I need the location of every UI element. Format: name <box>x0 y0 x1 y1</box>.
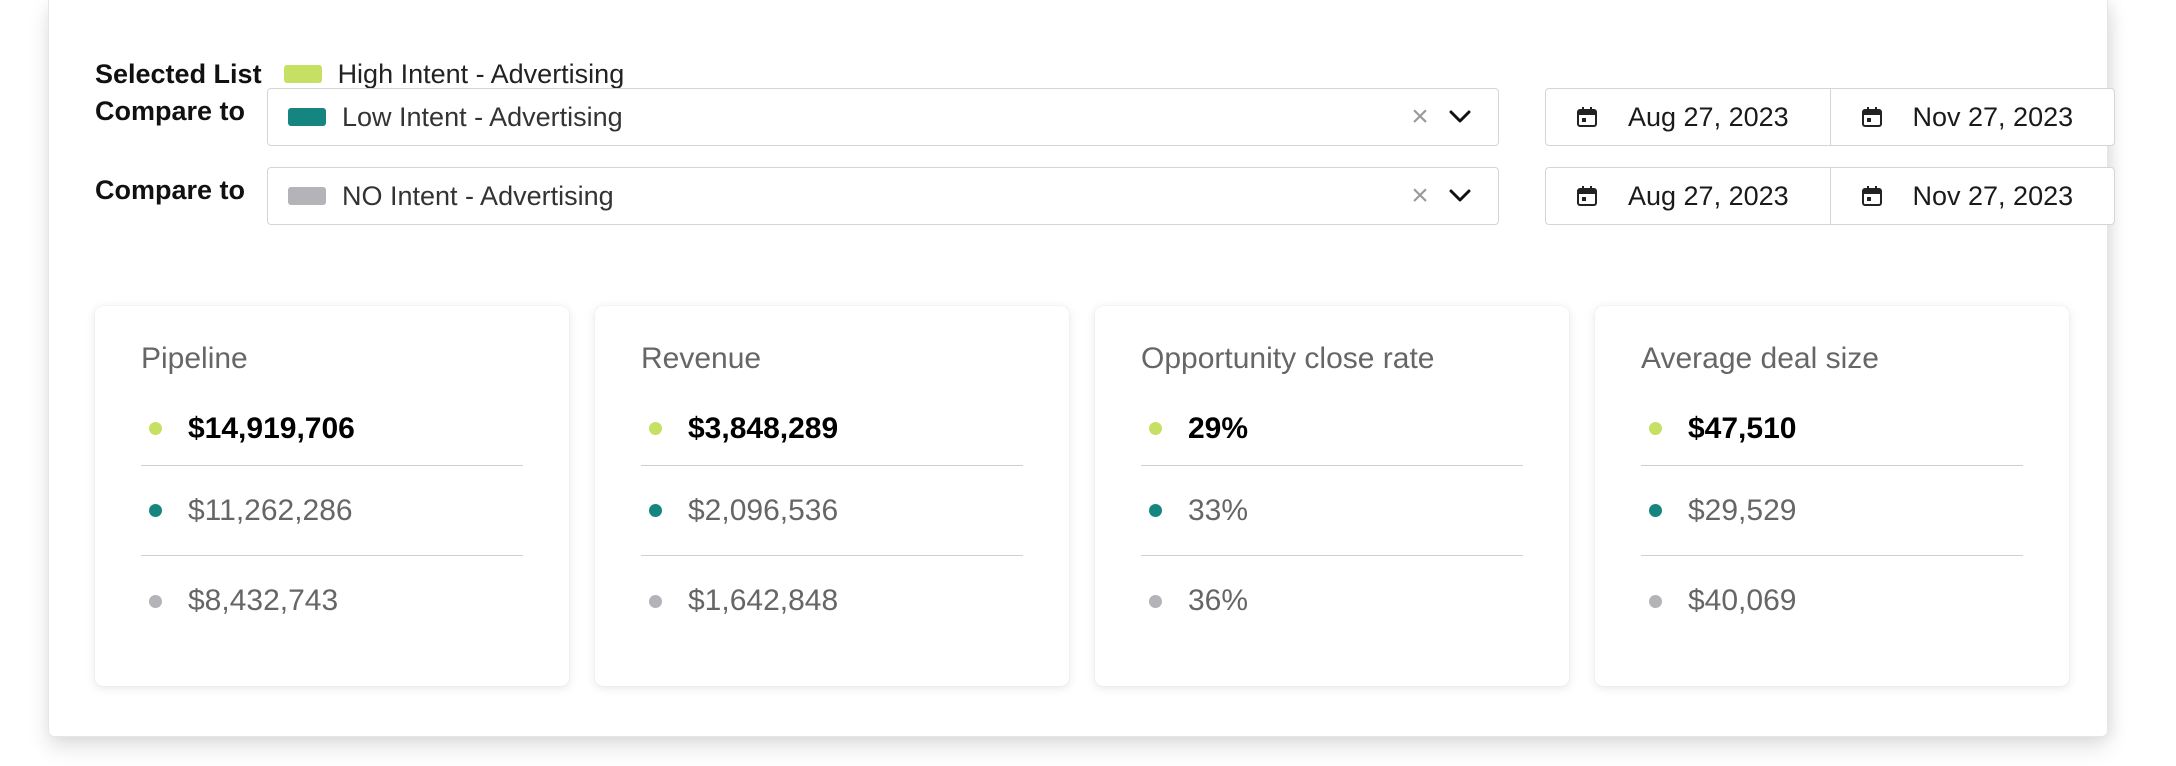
compare-list-select[interactable]: Low Intent - Advertising × <box>267 88 1499 146</box>
metric-card-close-rate: Opportunity close rate 29% 33% 36% <box>1095 306 1569 686</box>
compare-list-value: Low Intent - Advertising <box>342 101 623 132</box>
selected-list-name: High Intent - Advertising <box>337 58 625 89</box>
compare-list-select[interactable]: NO Intent - Advertising × <box>267 167 1499 225</box>
metric-row-compare-2: $40,069 <box>1641 556 2023 646</box>
card-title: Opportunity close rate <box>1141 342 1435 375</box>
metric-value: $8,432,743 <box>188 584 339 617</box>
metric-card-pipeline: Pipeline $14,919,706 $11,262,286 $8,432,… <box>95 306 569 686</box>
metric-value: $29,529 <box>1688 493 1797 527</box>
metric-value: 33% <box>1188 493 1249 527</box>
metric-value: $1,642,848 <box>688 584 839 617</box>
metric-value: $2,096,536 <box>688 493 839 527</box>
metric-value: $11,262,286 <box>188 493 353 527</box>
chevron-down-icon[interactable] <box>1440 97 1480 137</box>
end-date-field[interactable]: Nov 27, 2023 <box>1829 89 2115 145</box>
metric-row-compare-2: 36% <box>1141 556 1523 646</box>
metric-row-compare-2: $1,642,848 <box>641 556 1023 646</box>
metric-row-selected: $14,919,706 <box>141 396 523 466</box>
selected-dot-icon <box>649 422 662 435</box>
selected-dot-icon <box>1649 422 1662 435</box>
metric-value: 36% <box>1188 584 1249 617</box>
metric-card-revenue: Revenue $3,848,289 $2,096,536 $1,642,848 <box>595 306 1069 686</box>
compare-to-label: Compare to <box>95 175 246 205</box>
chevron-down-icon[interactable] <box>1440 176 1480 216</box>
metric-value: $3,848,289 <box>688 412 839 445</box>
compare-list-value: NO Intent - Advertising <box>342 180 614 211</box>
end-date-value: Nov 27, 2023 <box>1912 180 2074 211</box>
metric-row-compare-1: $11,262,286 <box>141 466 523 556</box>
close-icon[interactable]: × <box>1411 100 1429 133</box>
card-title: Revenue <box>641 342 762 375</box>
card-title: Pipeline <box>141 342 248 375</box>
close-icon[interactable]: × <box>1411 179 1429 212</box>
metric-row-compare-1: 33% <box>1141 466 1523 556</box>
compare-1-dot-icon <box>649 504 662 517</box>
metric-value: $14,919,706 <box>188 412 355 445</box>
end-date-value: Nov 27, 2023 <box>1912 101 2074 132</box>
compare-1-dot-icon <box>1649 504 1662 517</box>
metric-card-deal-size: Average deal size $47,510 $29,529 $40,06… <box>1595 306 2069 686</box>
start-date-value: Aug 27, 2023 <box>1628 180 1789 211</box>
selected-list-label: Selected List <box>95 58 262 89</box>
start-date-field[interactable]: Aug 27, 2023 <box>1546 168 1830 224</box>
calendar-icon <box>1861 107 1882 127</box>
compare-1-dot-icon <box>149 504 162 517</box>
start-date-value: Aug 27, 2023 <box>1628 101 1789 132</box>
end-date-field[interactable]: Nov 27, 2023 <box>1829 168 2115 224</box>
metric-row-selected: $47,510 <box>1641 396 2023 466</box>
date-range-picker: Aug 27, 2023 Nov 27, 2023 <box>1545 167 2115 225</box>
compare-2-dot-icon <box>149 594 162 608</box>
metric-row-selected: $3,848,289 <box>641 396 1023 466</box>
selected-list-swatch <box>283 65 322 83</box>
compare-2-dot-icon <box>1649 594 1662 608</box>
calendar-icon <box>1861 186 1882 206</box>
selected-list-row: Selected List High Intent - Advertising <box>95 54 624 94</box>
compare-list-swatch <box>288 187 326 205</box>
calendar-icon <box>1577 186 1597 206</box>
selected-dot-icon <box>149 422 162 435</box>
calendar-icon <box>1577 107 1597 127</box>
compare-1-dot-icon <box>1149 504 1162 517</box>
compare-list-swatch <box>288 108 326 126</box>
metric-row-compare-1: $2,096,536 <box>641 466 1023 556</box>
compare-2-dot-icon <box>1149 594 1162 608</box>
metric-row-compare-1: $29,529 <box>1641 466 2023 556</box>
start-date-field[interactable]: Aug 27, 2023 <box>1546 89 1830 145</box>
compare-to-label: Compare to <box>95 96 246 126</box>
selected-dot-icon <box>1149 422 1162 435</box>
metric-value: 29% <box>1188 412 1249 445</box>
metric-value: $47,510 <box>1688 412 1797 445</box>
comparison-panel: Selected List High Intent - Advertising … <box>48 0 2115 737</box>
card-title: Average deal size <box>1641 342 1879 375</box>
date-range-picker: Aug 27, 2023 Nov 27, 2023 <box>1545 88 2115 146</box>
metric-row-compare-2: $8,432,743 <box>141 556 523 646</box>
metric-row-selected: 29% <box>1141 396 1523 466</box>
metric-value: $40,069 <box>1688 584 1797 617</box>
compare-2-dot-icon <box>649 594 662 608</box>
metric-cards: Pipeline $14,919,706 $11,262,286 $8,432,… <box>95 306 2069 686</box>
